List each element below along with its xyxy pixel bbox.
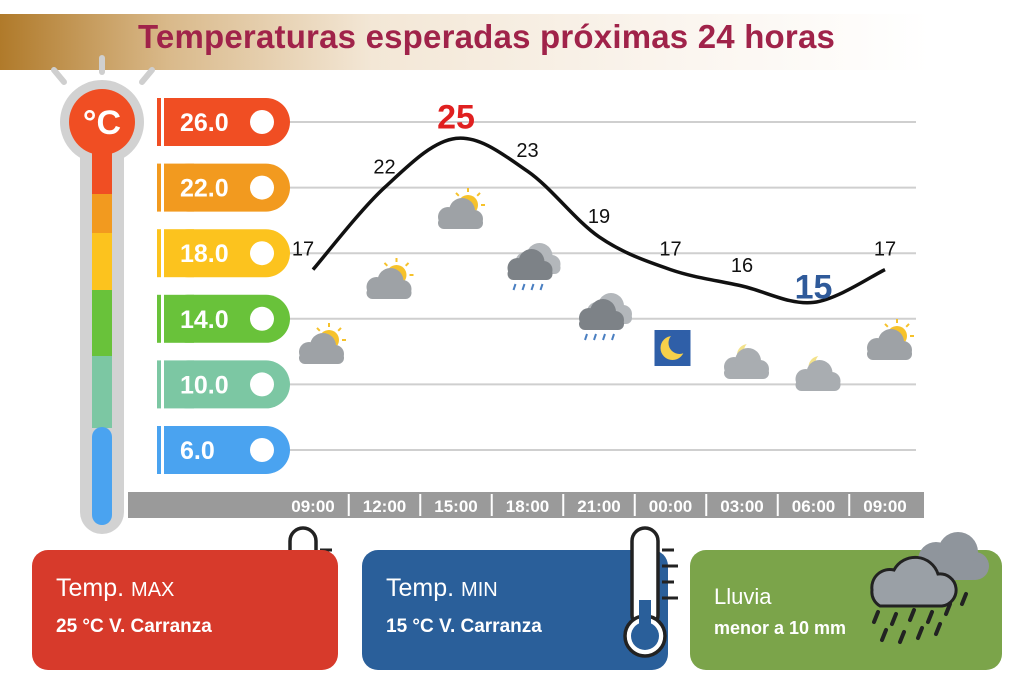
x-tick-label: 09:00: [291, 497, 334, 516]
data-label: 25: [437, 98, 475, 136]
sun-cloud-icon: [867, 319, 914, 360]
thermometer-icon: °C: [51, 55, 155, 534]
temperature-line: [311, 136, 886, 305]
data-label: 16: [731, 255, 753, 277]
data-label: 23: [516, 140, 538, 162]
temp-min-label: Temp. MIN: [386, 574, 498, 602]
data-label: 17: [874, 239, 896, 261]
data-label: 17: [659, 239, 681, 261]
x-tick-label: 12:00: [363, 497, 406, 516]
y-tick-label: 22.0: [180, 175, 229, 203]
x-axis-bar: [128, 492, 924, 518]
data-label: 19: [588, 206, 610, 228]
data-labels: 17 22 25 23 19 17 16 15 17: [292, 98, 896, 306]
x-tick-label: 15:00: [434, 497, 477, 516]
moon-cloud-icon: [795, 353, 841, 391]
title-band: [0, 14, 930, 70]
x-tick-label: 21:00: [577, 497, 620, 516]
rain-value: menor a 10 mm: [714, 618, 847, 638]
y-tick-pill: 10.0: [157, 360, 290, 409]
moon-icon: [654, 330, 691, 366]
thermometer-min-icon: [623, 526, 678, 658]
y-tick-pill: 22.0: [157, 163, 290, 212]
data-label: 22: [373, 157, 395, 179]
rain-label: Lluvia: [714, 584, 772, 609]
y-tick-label: 6.0: [180, 437, 215, 465]
temp-max-value: 25 °C V. Carranza: [56, 616, 212, 637]
x-tick-label: 18:00: [506, 497, 549, 516]
temp-min-card: Temp. MIN 15 °C V. Carranza: [362, 550, 668, 670]
x-tick-label: 09:00: [863, 497, 906, 516]
y-tick-label: 10.0: [180, 371, 229, 399]
x-tick-label: 03:00: [720, 497, 763, 516]
rain-cloud-icon: [870, 532, 989, 644]
temp-max-card: Temp. MAX 25 °C V. Carranza: [32, 550, 338, 670]
x-axis: 09:00 12:00 15:00 18:00 21:00 00:00 03:00 06:00…: [128, 492, 924, 518]
temp-max-label: Temp. MAX: [56, 574, 175, 602]
y-tick-pill: 26.0: [157, 98, 290, 146]
y-tick-label: 26.0: [180, 109, 229, 137]
sun-cloud-icon: [299, 323, 346, 364]
temp-min-value: 15 °C V. Carranza: [386, 616, 542, 637]
page-title: Temperaturas esperadas próximas 24 horas: [138, 18, 836, 55]
y-axis-scale: 26.0 22.0 18.0 14.0 10.0 6.0: [157, 98, 290, 474]
y-tick-pill: 14.0: [157, 294, 290, 343]
thermometer-unit: °C: [83, 104, 121, 142]
rain-cloud-icon: [507, 243, 561, 291]
sun-cloud-icon: [438, 188, 485, 229]
x-tick-label: 06:00: [792, 497, 835, 516]
y-tick-label: 18.0: [180, 240, 229, 268]
y-tick-pill: 18.0: [157, 229, 290, 278]
sun-cloud-icon: [366, 258, 414, 299]
data-label: 17: [292, 239, 314, 261]
weather-icons: [299, 188, 914, 391]
rain-cloud-icon: [579, 293, 632, 341]
y-tick-label: 14.0: [180, 306, 229, 334]
data-label: 15: [795, 268, 833, 306]
y-tick-pill: 6.0: [157, 426, 290, 474]
moon-cloud-icon: [724, 341, 769, 379]
x-tick-label: 00:00: [649, 497, 692, 516]
